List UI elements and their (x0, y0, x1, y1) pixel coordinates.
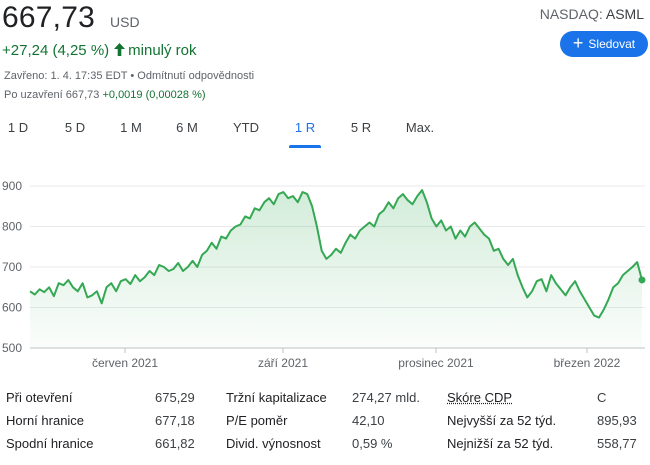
stat-value: 895,93 (597, 413, 637, 428)
stat-value: 42,10 (352, 413, 385, 428)
x-tick-label: červen 2021 (92, 356, 158, 370)
stat-value: 677,18 (155, 413, 195, 428)
arrow-up-icon (114, 42, 126, 59)
tab-5-r[interactable]: 5 R (341, 120, 381, 146)
price-chart: 900 800 700 600 500 červen 2021 září 2021 prosi… (2, 179, 646, 370)
change-period: minulý rok (128, 42, 197, 59)
after-hours-label: Po uzavření 667,73 (4, 89, 100, 101)
stat-label: Při otevření (6, 390, 73, 405)
stat-value: 661,82 (155, 436, 195, 451)
ticker-symbol: ASML (605, 6, 644, 22)
follow-button-label: Sledovat (588, 37, 636, 51)
y-tick-label: 600 (2, 301, 22, 315)
stat-label: Nejvyšší za 52 týd. (447, 413, 557, 428)
tab-6-m[interactable]: 6 M (167, 120, 207, 146)
price-change: +27,24 (4,25 %) minulý rok (2, 42, 197, 59)
series-line (29, 189, 643, 319)
tab-1-r[interactable]: 1 R (285, 120, 325, 148)
y-tick-label: 500 (2, 341, 22, 355)
x-tick-label: březen 2022 (554, 356, 621, 370)
stat-value: 274,27 mld. (352, 390, 420, 405)
stat-label: Horní hranice (6, 413, 85, 428)
stat-label[interactable]: Skóre CDP (447, 390, 513, 405)
tab-5-d[interactable]: 5 D (55, 120, 95, 146)
stat-value: 558,77 (597, 436, 637, 451)
exchange-name: NASDAQ: (539, 6, 603, 22)
change-value: +27,24 (4,25 %) (2, 42, 110, 59)
y-tick-label: 900 (2, 179, 22, 193)
y-tick-label: 700 (2, 260, 22, 274)
stat-label: Nejnižší za 52 týd. (447, 436, 554, 451)
stat-value: C (597, 390, 607, 405)
stock-price: 667,73 (2, 1, 95, 34)
stat-label: Tržní kapitalizace (226, 390, 327, 405)
tab-label: 5 R (350, 120, 372, 135)
tab-label: Max. (405, 120, 435, 135)
tab-label: 5 D (64, 120, 86, 135)
stat-label: P/E poměr (226, 413, 288, 428)
range-tabs: 1 D 5 D 1 M 6 M YTD 1 R 5 R Max. (0, 120, 460, 148)
series-area (30, 190, 642, 348)
stat-value: 0,59 % (352, 436, 393, 451)
tab-label: 6 M (176, 120, 198, 135)
stat-label: Spodní hranice (6, 436, 94, 451)
currency-label: USD (110, 14, 140, 30)
tab-label: 1 D (7, 120, 29, 135)
plus-icon: + (572, 33, 584, 53)
last-point-marker (638, 276, 646, 284)
tab-label: 1 R (294, 120, 316, 135)
after-hours-change: +0,0019 (0,00028 %) (102, 89, 206, 101)
active-tab-indicator (289, 145, 321, 148)
follow-button[interactable]: + Sledovat (560, 31, 648, 57)
tab-max[interactable]: Max. (400, 120, 440, 146)
after-hours-info: Po uzavření 667,73 +0,0019 (0,00028 %) (4, 89, 206, 101)
x-tick-label: prosinec 2021 (398, 356, 474, 370)
x-tick-label: září 2021 (258, 356, 308, 370)
market-closed-info: Zavřeno: 1. 4. 17:35 EDT • Odmítnutí odp… (4, 70, 255, 82)
stat-value: 675,29 (155, 390, 195, 405)
tab-ytd[interactable]: YTD (226, 120, 266, 146)
tab-1-m[interactable]: 1 M (111, 120, 151, 146)
exchange-ticker: NASDAQ: ASML (540, 6, 644, 22)
tab-label: YTD (233, 120, 259, 135)
stat-label: Divid. výnosnost (226, 436, 321, 451)
y-tick-label: 800 (2, 220, 22, 234)
tab-1-d[interactable]: 1 D (0, 120, 38, 146)
tab-label: 1 M (120, 120, 142, 135)
